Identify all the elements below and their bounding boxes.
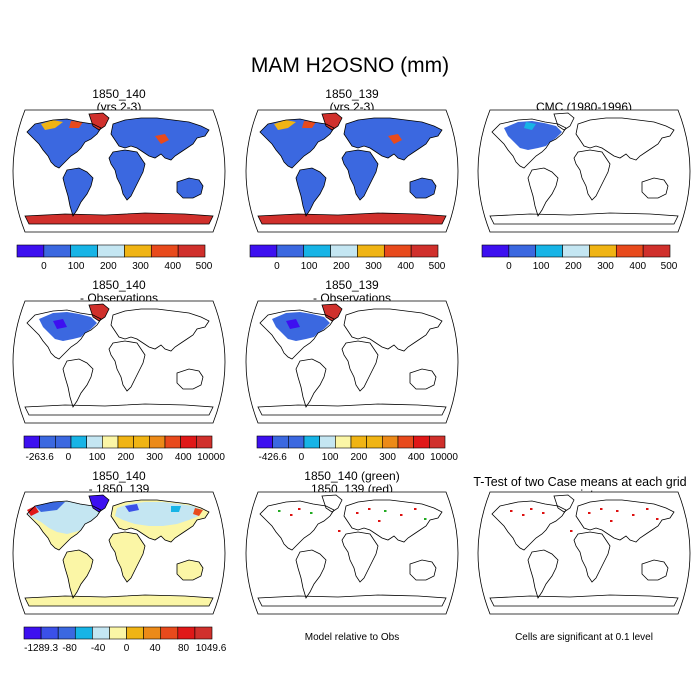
colorbar-tick-label: 200 xyxy=(565,261,582,272)
colorbar-tick-label: 0 xyxy=(66,452,72,463)
note-model-relative: Model relative to Obs xyxy=(304,632,400,643)
colorbar-tick-label: 0 xyxy=(274,261,280,272)
map-1850-139 xyxy=(245,109,459,233)
colorbar-tick-label: 200 xyxy=(117,452,134,463)
colorbar-tick-label: 100 xyxy=(533,261,550,272)
colorbar-tick-label: 80 xyxy=(178,643,190,654)
colorbar-tick-label: 10000 xyxy=(197,452,225,463)
map-140-obs xyxy=(12,300,226,424)
colorbar-tick-label: 200 xyxy=(333,261,350,272)
colorbar-tick-label: -40 xyxy=(91,643,106,654)
colorbar-tick-label: 200 xyxy=(100,261,117,272)
colorbar-tick-label: -80 xyxy=(62,643,77,654)
colorbar-139-obs: -426.6 0 100 200 300 400 10000 xyxy=(256,435,458,463)
colorbar-tick-label: 300 xyxy=(146,452,163,463)
colorbar-tick-label: 300 xyxy=(132,261,149,272)
colorbar-1850-140: 0 100 200 300 400 500 xyxy=(16,244,213,272)
colorbar-tick-label: 500 xyxy=(196,261,213,272)
colorbar-tick-label: 1049.6 xyxy=(196,643,227,654)
colorbar-tick-label: 400 xyxy=(397,261,414,272)
colorbar-tick-label: 100 xyxy=(322,452,339,463)
colorbar-tick-label: -263.6 xyxy=(25,452,54,463)
colorbar-1850-139: 0 100 200 300 400 500 xyxy=(249,244,446,272)
colorbar-tick-label: 0 xyxy=(41,261,47,272)
colorbar-cmc: 0 100 200 300 400 500 xyxy=(481,244,678,272)
colorbar-tick-label: 40 xyxy=(149,643,161,654)
colorbar-tick-label: 0 xyxy=(506,261,512,272)
colorbar-tick-label: 100 xyxy=(301,261,318,272)
colorbar-tick-label: 0 xyxy=(299,452,305,463)
colorbar-tick-label: 400 xyxy=(175,452,192,463)
colorbar-tick-label: -1289.3 xyxy=(24,643,58,654)
colorbar-tick-label: 500 xyxy=(661,261,678,272)
map-green-red xyxy=(245,491,459,615)
map-1850-140 xyxy=(12,109,226,233)
colorbar-tick-label: 300 xyxy=(379,452,396,463)
map-cmc xyxy=(477,109,691,233)
colorbar-tick-label: 0 xyxy=(124,643,130,654)
figure-title: MAM H2OSNO (mm) xyxy=(250,54,450,77)
colorbar-tick-label: 400 xyxy=(408,452,425,463)
map-139-obs xyxy=(245,300,459,424)
map-140-minus-139 xyxy=(12,491,226,615)
colorbar-tick-label: 300 xyxy=(597,261,614,272)
map-ttest xyxy=(477,491,691,615)
colorbar-tick-label: 100 xyxy=(89,452,106,463)
colorbar-140-obs: -263.6 0 100 200 300 400 10000 xyxy=(23,435,225,463)
colorbar-tick-label: 100 xyxy=(68,261,85,272)
colorbar-tick-label: -426.6 xyxy=(258,452,287,463)
colorbar-tick-label: 200 xyxy=(350,452,367,463)
colorbar-tick-label: 400 xyxy=(629,261,646,272)
colorbar-tick-label: 300 xyxy=(365,261,382,272)
colorbar-140-minus-139: -1289.3 -80 -40 0 40 80 1049.6 xyxy=(23,626,227,654)
colorbar-tick-label: 10000 xyxy=(430,452,458,463)
note-significance: Cells are significant at 0.1 level xyxy=(515,632,653,643)
panel-title-ttest: T-Test of two Case means at each grid po… xyxy=(473,475,687,502)
colorbar-tick-label: 400 xyxy=(164,261,181,272)
colorbar-tick-label: 500 xyxy=(429,261,446,272)
